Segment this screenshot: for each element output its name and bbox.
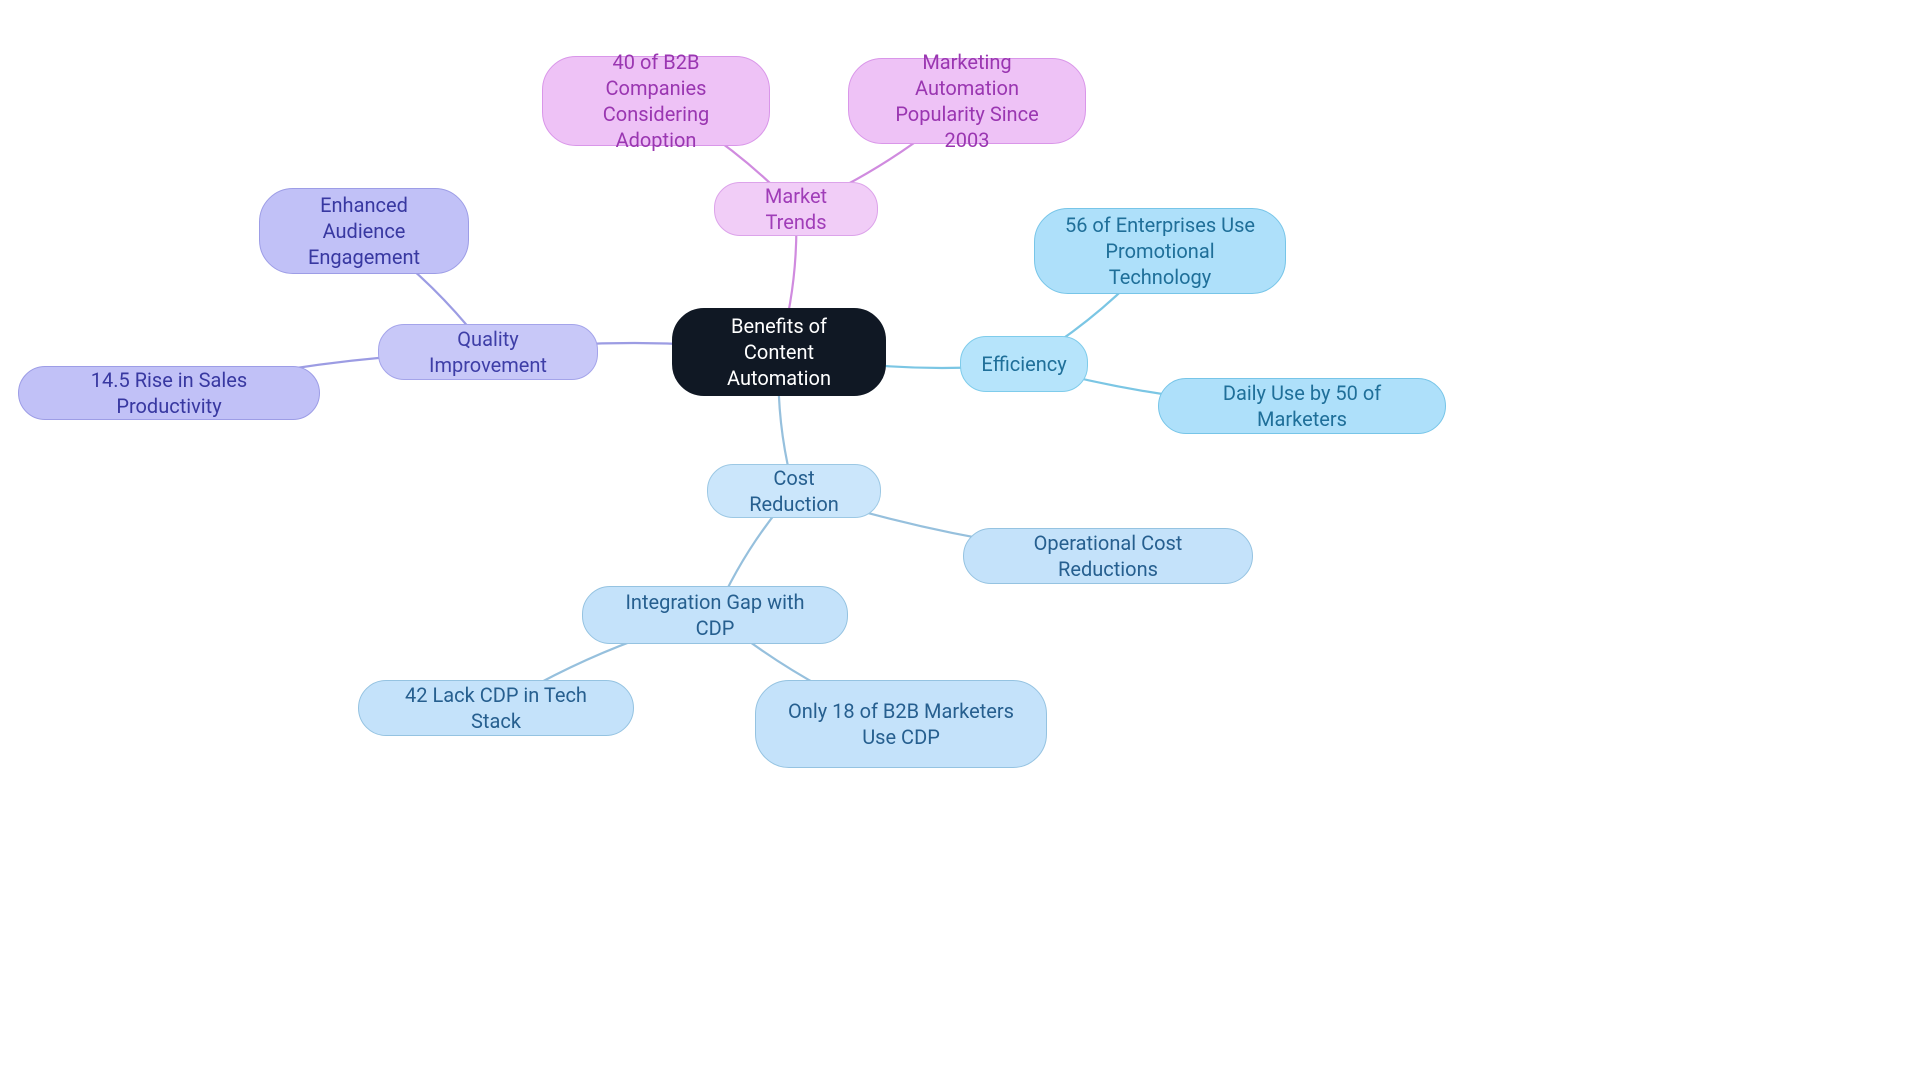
node-q_145: 14.5 Rise in Sales Productivity bbox=[18, 366, 320, 420]
node-quality: Quality Improvement bbox=[378, 324, 598, 380]
node-cost_ops: Operational Cost Reductions bbox=[963, 528, 1253, 584]
node-cost: Cost Reduction bbox=[707, 464, 881, 518]
node-q_engage: Enhanced Audience Engagement bbox=[259, 188, 469, 274]
node-eff_50: Daily Use by 50 of Marketers bbox=[1158, 378, 1446, 434]
mindmap-canvas: Benefits of Content Automation Market Tre… bbox=[0, 0, 1920, 1083]
node-eff_56: 56 of Enterprises Use Promotional Techno… bbox=[1034, 208, 1286, 294]
node-mt_pop2003: Marketing Automation Popularity Since 20… bbox=[848, 58, 1086, 144]
edges-layer bbox=[0, 0, 1920, 1083]
node-cdp_18: Only 18 of B2B Marketers Use CDP bbox=[755, 680, 1047, 768]
node-market_trends: Market Trends bbox=[714, 182, 878, 236]
node-efficiency: Efficiency bbox=[960, 336, 1088, 392]
node-cdp: Integration Gap with CDP bbox=[582, 586, 848, 644]
node-mt_40b2b: 40 of B2B Companies Considering Adoption bbox=[542, 56, 770, 146]
node-cdp_42: 42 Lack CDP in Tech Stack bbox=[358, 680, 634, 736]
node-root: Benefits of Content Automation bbox=[672, 308, 886, 396]
